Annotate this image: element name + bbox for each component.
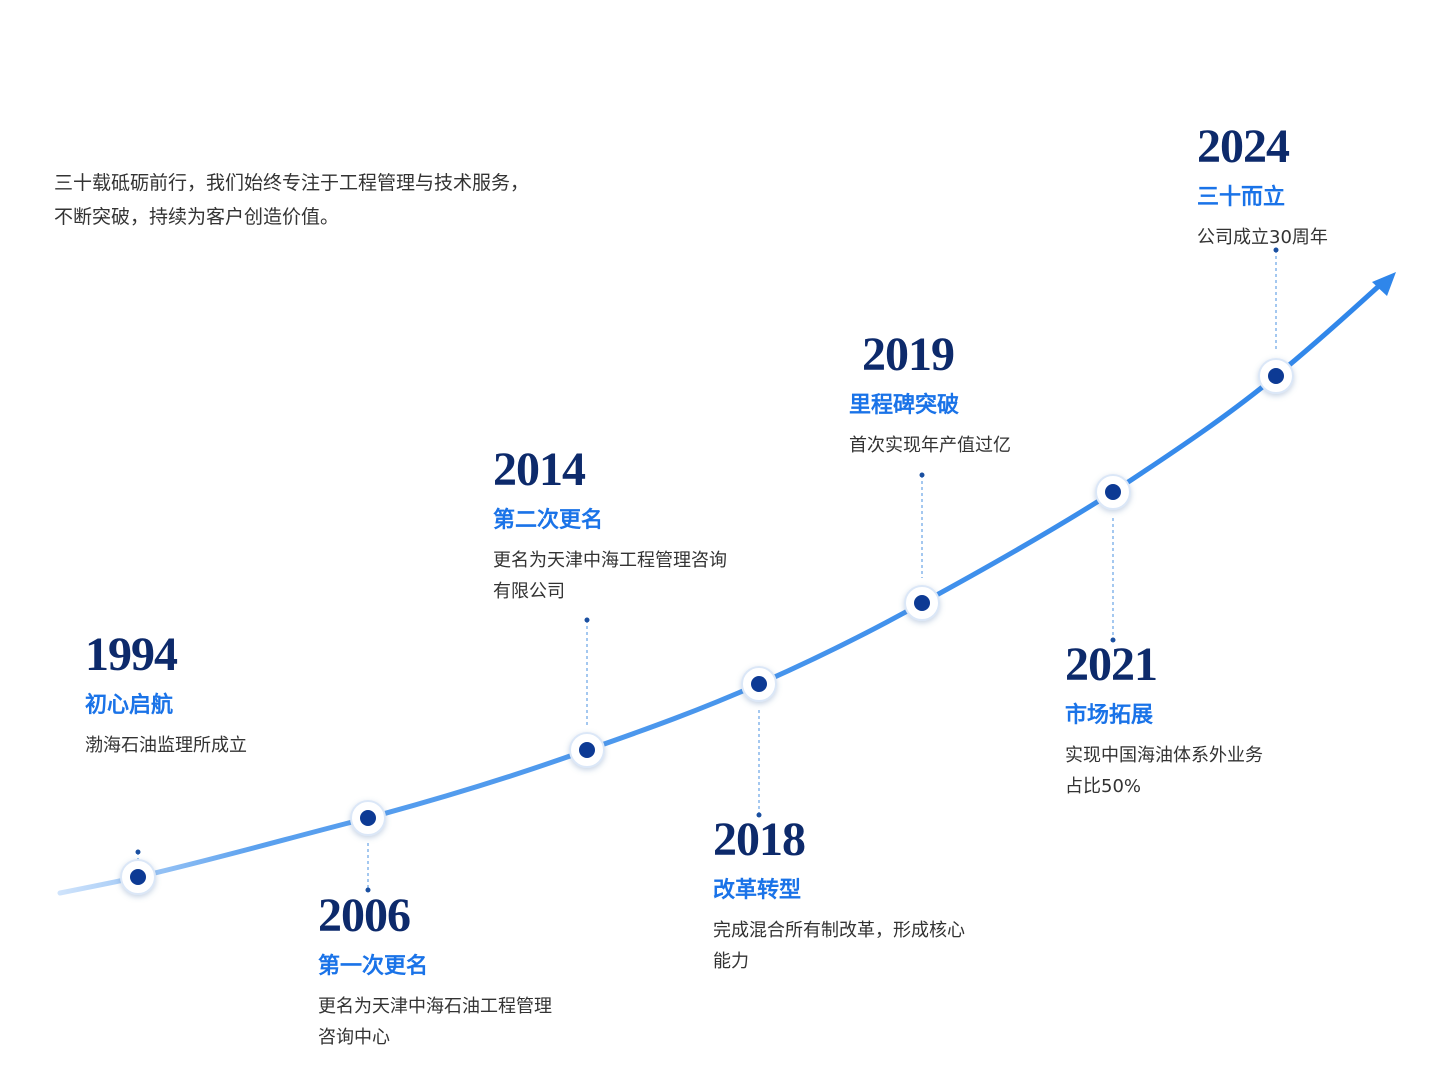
description-line: 渤海石油监理所成立 (85, 735, 247, 756)
milestone: 2018 改革转型完成混合所有制改革，形成核心 能力 (713, 812, 1013, 992)
description-line: 完成混合所有制改革，形成核心 (713, 920, 965, 941)
milestone-title: 里程碑突破 (849, 393, 960, 418)
year: 2006 (318, 889, 411, 942)
description-line: 咨询中心 (318, 1027, 390, 1048)
intro-line: 不断突破，持续为客户创造价值。 (54, 206, 340, 228)
description: 渤海石油监理所成立 (85, 730, 247, 761)
year: 1994 (85, 628, 178, 681)
milestone-title: 三十而立 (1197, 185, 1286, 210)
milestone-title: 市场拓展 (1065, 703, 1154, 728)
milestone-title: 改革转型 (713, 878, 802, 903)
description-line: 占比50% (1065, 776, 1142, 797)
description: 首次实现年产值过亿 (849, 430, 1011, 461)
year: 2019 (862, 328, 955, 381)
intro: 三十载砥砺前行，我们始终专注于工程管理与技术服务， 不断突破，持续为客户创造价值… (54, 166, 529, 234)
year: 2021 (1065, 638, 1158, 691)
connector-end (365, 887, 371, 893)
description: 更名为天津中海工程管理咨询 有限公司 (493, 545, 727, 607)
milestone-dot (579, 742, 595, 758)
description-line: 实现中国海油体系外业务 (1065, 745, 1263, 766)
connector-end (1273, 247, 1279, 253)
milestone-title: 第一次更名 (318, 954, 429, 979)
milestone-dot (1105, 484, 1121, 500)
milestone-title: 第二次更名 (493, 508, 604, 533)
milestone-dot (914, 595, 930, 611)
year: 2014 (493, 443, 586, 496)
milestone-dot (751, 676, 767, 692)
year: 2018 (713, 813, 806, 866)
year: 2024 (1197, 120, 1290, 173)
milestone: 2014 第二次更名更名为天津中海工程管理咨询 有限公司 (493, 442, 793, 622)
connector-end (919, 472, 925, 478)
description: 完成混合所有制改革，形成核心 能力 (713, 915, 965, 977)
milestone-dot (130, 869, 146, 885)
description-line: 公司成立30周年 (1197, 227, 1328, 248)
arrow-head (1372, 272, 1396, 296)
description: 公司成立30周年 (1197, 222, 1328, 253)
connector-end (756, 812, 762, 818)
description-line: 更名为天津中海工程管理咨询 (493, 550, 727, 571)
description: 更名为天津中海石油工程管理 咨询中心 (318, 991, 552, 1053)
description-line: 有限公司 (493, 581, 565, 602)
milestone: 2024 三十而立公司成立30周年 (1197, 119, 1448, 299)
milestone: 2019 里程碑突破首次实现年产值过亿 (849, 327, 1149, 507)
milestone: 2021 市场拓展实现中国海油体系外业务 占比50% (1065, 637, 1365, 817)
description-line: 能力 (713, 951, 749, 972)
milestone: 2006 第一次更名更名为天津中海石油工程管理 咨询中心 (318, 888, 618, 1068)
connector-end (135, 849, 141, 855)
milestone-dot (1268, 368, 1284, 384)
connector-end (584, 617, 590, 623)
description-line: 更名为天津中海石油工程管理 (318, 996, 552, 1017)
milestone-title: 初心启航 (85, 693, 174, 718)
milestone: 1994 初心启航渤海石油监理所成立 (85, 627, 385, 807)
milestone-dot (360, 810, 376, 826)
description: 实现中国海油体系外业务 占比50% (1065, 740, 1263, 802)
intro-line: 三十载砥砺前行，我们始终专注于工程管理与技术服务， (54, 172, 530, 194)
description-line: 首次实现年产值过亿 (849, 435, 1011, 456)
connector-end (1110, 637, 1116, 643)
